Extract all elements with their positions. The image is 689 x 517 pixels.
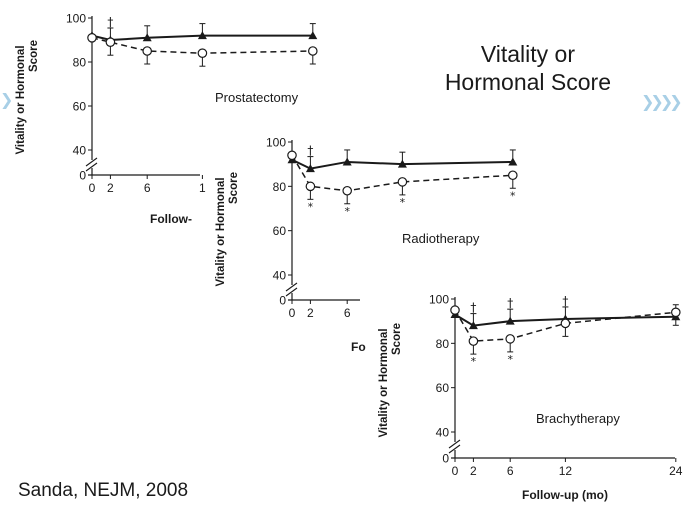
significance-asterisk: * [400,196,406,209]
slide-title-line-2: Hormonal Score [444,69,611,95]
data-point-triangle [305,164,315,173]
y-axis-title: Vitality or Hormonal [378,328,390,437]
y-axis-title: Vitality or Hormonal [215,177,227,286]
y-tick-label: 80 [436,337,450,351]
slide-title-line-1: Vitality or [480,41,575,67]
data-point-triangle [142,33,152,42]
data-point-circle [305,181,316,192]
data-point-triangle [468,321,478,330]
y-tick-label: 40 [436,426,450,440]
y-tick-label: 60 [273,224,287,238]
x-tick-label: 0 [452,464,459,478]
data-point-circle [307,46,318,56]
data-point-circle [670,307,681,318]
significance-asterisk: * [507,353,513,366]
significance-asterisk: * [471,355,477,368]
y-tick-label-zero: 0 [442,452,449,466]
data-point-circle [342,185,352,196]
data-point-circle [560,318,571,329]
chart-panel-background [373,289,685,498]
series-line-patients [91,37,313,54]
significance-dagger: † [562,294,568,308]
x-tick-label: 6 [144,181,151,195]
chevron-decor-left-icon: ❯ [0,90,14,109]
data-point-circle [142,46,152,56]
data-point-triangle [308,31,318,40]
citation: Sanda, NEJM, 2008 [18,480,189,501]
data-point-triangle [197,31,207,40]
data-point-triangle [505,316,515,325]
slide-title: Vitality or Hormonal Score [445,40,611,96]
panel-label: Brachytherapy [536,411,620,426]
y-tick-label-zero: 0 [279,294,286,308]
significance-asterisk: * [344,205,350,218]
data-point-circle [287,150,297,161]
y-axis-title-line-2: Score [28,40,40,72]
x-tick-label: 0 [289,306,296,320]
axis-break-mark [85,162,98,172]
data-point-circle [507,170,518,181]
data-point-circle [87,32,97,43]
x-tick-label: 0 [89,181,96,195]
x-tick-label: 1 [199,181,206,195]
y-tick-label: 100 [266,136,286,150]
panel-label: Radiotherapy [402,231,480,246]
y-tick-label: 60 [73,100,87,114]
significance-asterisk: * [510,189,516,202]
axis-break-mark [85,157,98,167]
data-point-triangle [397,159,407,168]
x-tick-label: 12 [559,464,573,478]
axis-break-mark [448,444,461,454]
y-axis-title: Vitality or Hormonal [15,45,27,154]
data-point-circle [397,177,408,187]
y-tick-label-zero: 0 [79,169,86,183]
data-point-triangle [508,157,518,166]
chevron-decor-right-icon: ❯❯❯❯ [641,92,683,111]
x-axis-title: Follow- [150,212,192,226]
x-axis-title: Follow-up (mo) [522,488,608,502]
x-tick-label: 6 [507,464,514,478]
data-point-circle [468,336,479,346]
x-tick-label: 2 [107,181,114,195]
x-axis-title: Fo [351,340,366,354]
axis-break-mark [285,287,298,297]
x-tick-label: 2 [470,464,477,478]
y-tick-label: 40 [273,269,287,283]
y-tick-label: 80 [73,56,87,70]
y-axis-title-line-2: Score [228,172,240,204]
x-tick-label: 24 [669,464,683,478]
data-point-circle [197,48,208,58]
data-point-circle [105,37,116,47]
y-tick-label: 80 [273,180,287,194]
panel-label: Prostatectomy [215,90,299,105]
x-tick-label: 6 [344,306,351,320]
chart-panel-background [210,132,370,340]
y-tick-label: 40 [73,144,87,158]
x-tick-label: 2 [307,306,314,320]
y-tick-label: 100 [66,12,86,26]
y-tick-label: 60 [436,381,450,395]
significance-dagger: † [307,144,313,158]
axis-break-mark [285,282,298,292]
significance-dagger: † [470,301,476,315]
data-point-triangle [342,157,352,166]
significance-asterisk: * [308,200,314,213]
data-point-circle [450,305,460,315]
data-point-circle [505,334,515,344]
y-tick-label: 100 [429,293,449,307]
axis-break-mark [448,439,461,449]
y-axis-title-line-2: Score [391,323,403,355]
significance-dagger: † [507,296,513,310]
significance-dagger: † [107,15,113,29]
